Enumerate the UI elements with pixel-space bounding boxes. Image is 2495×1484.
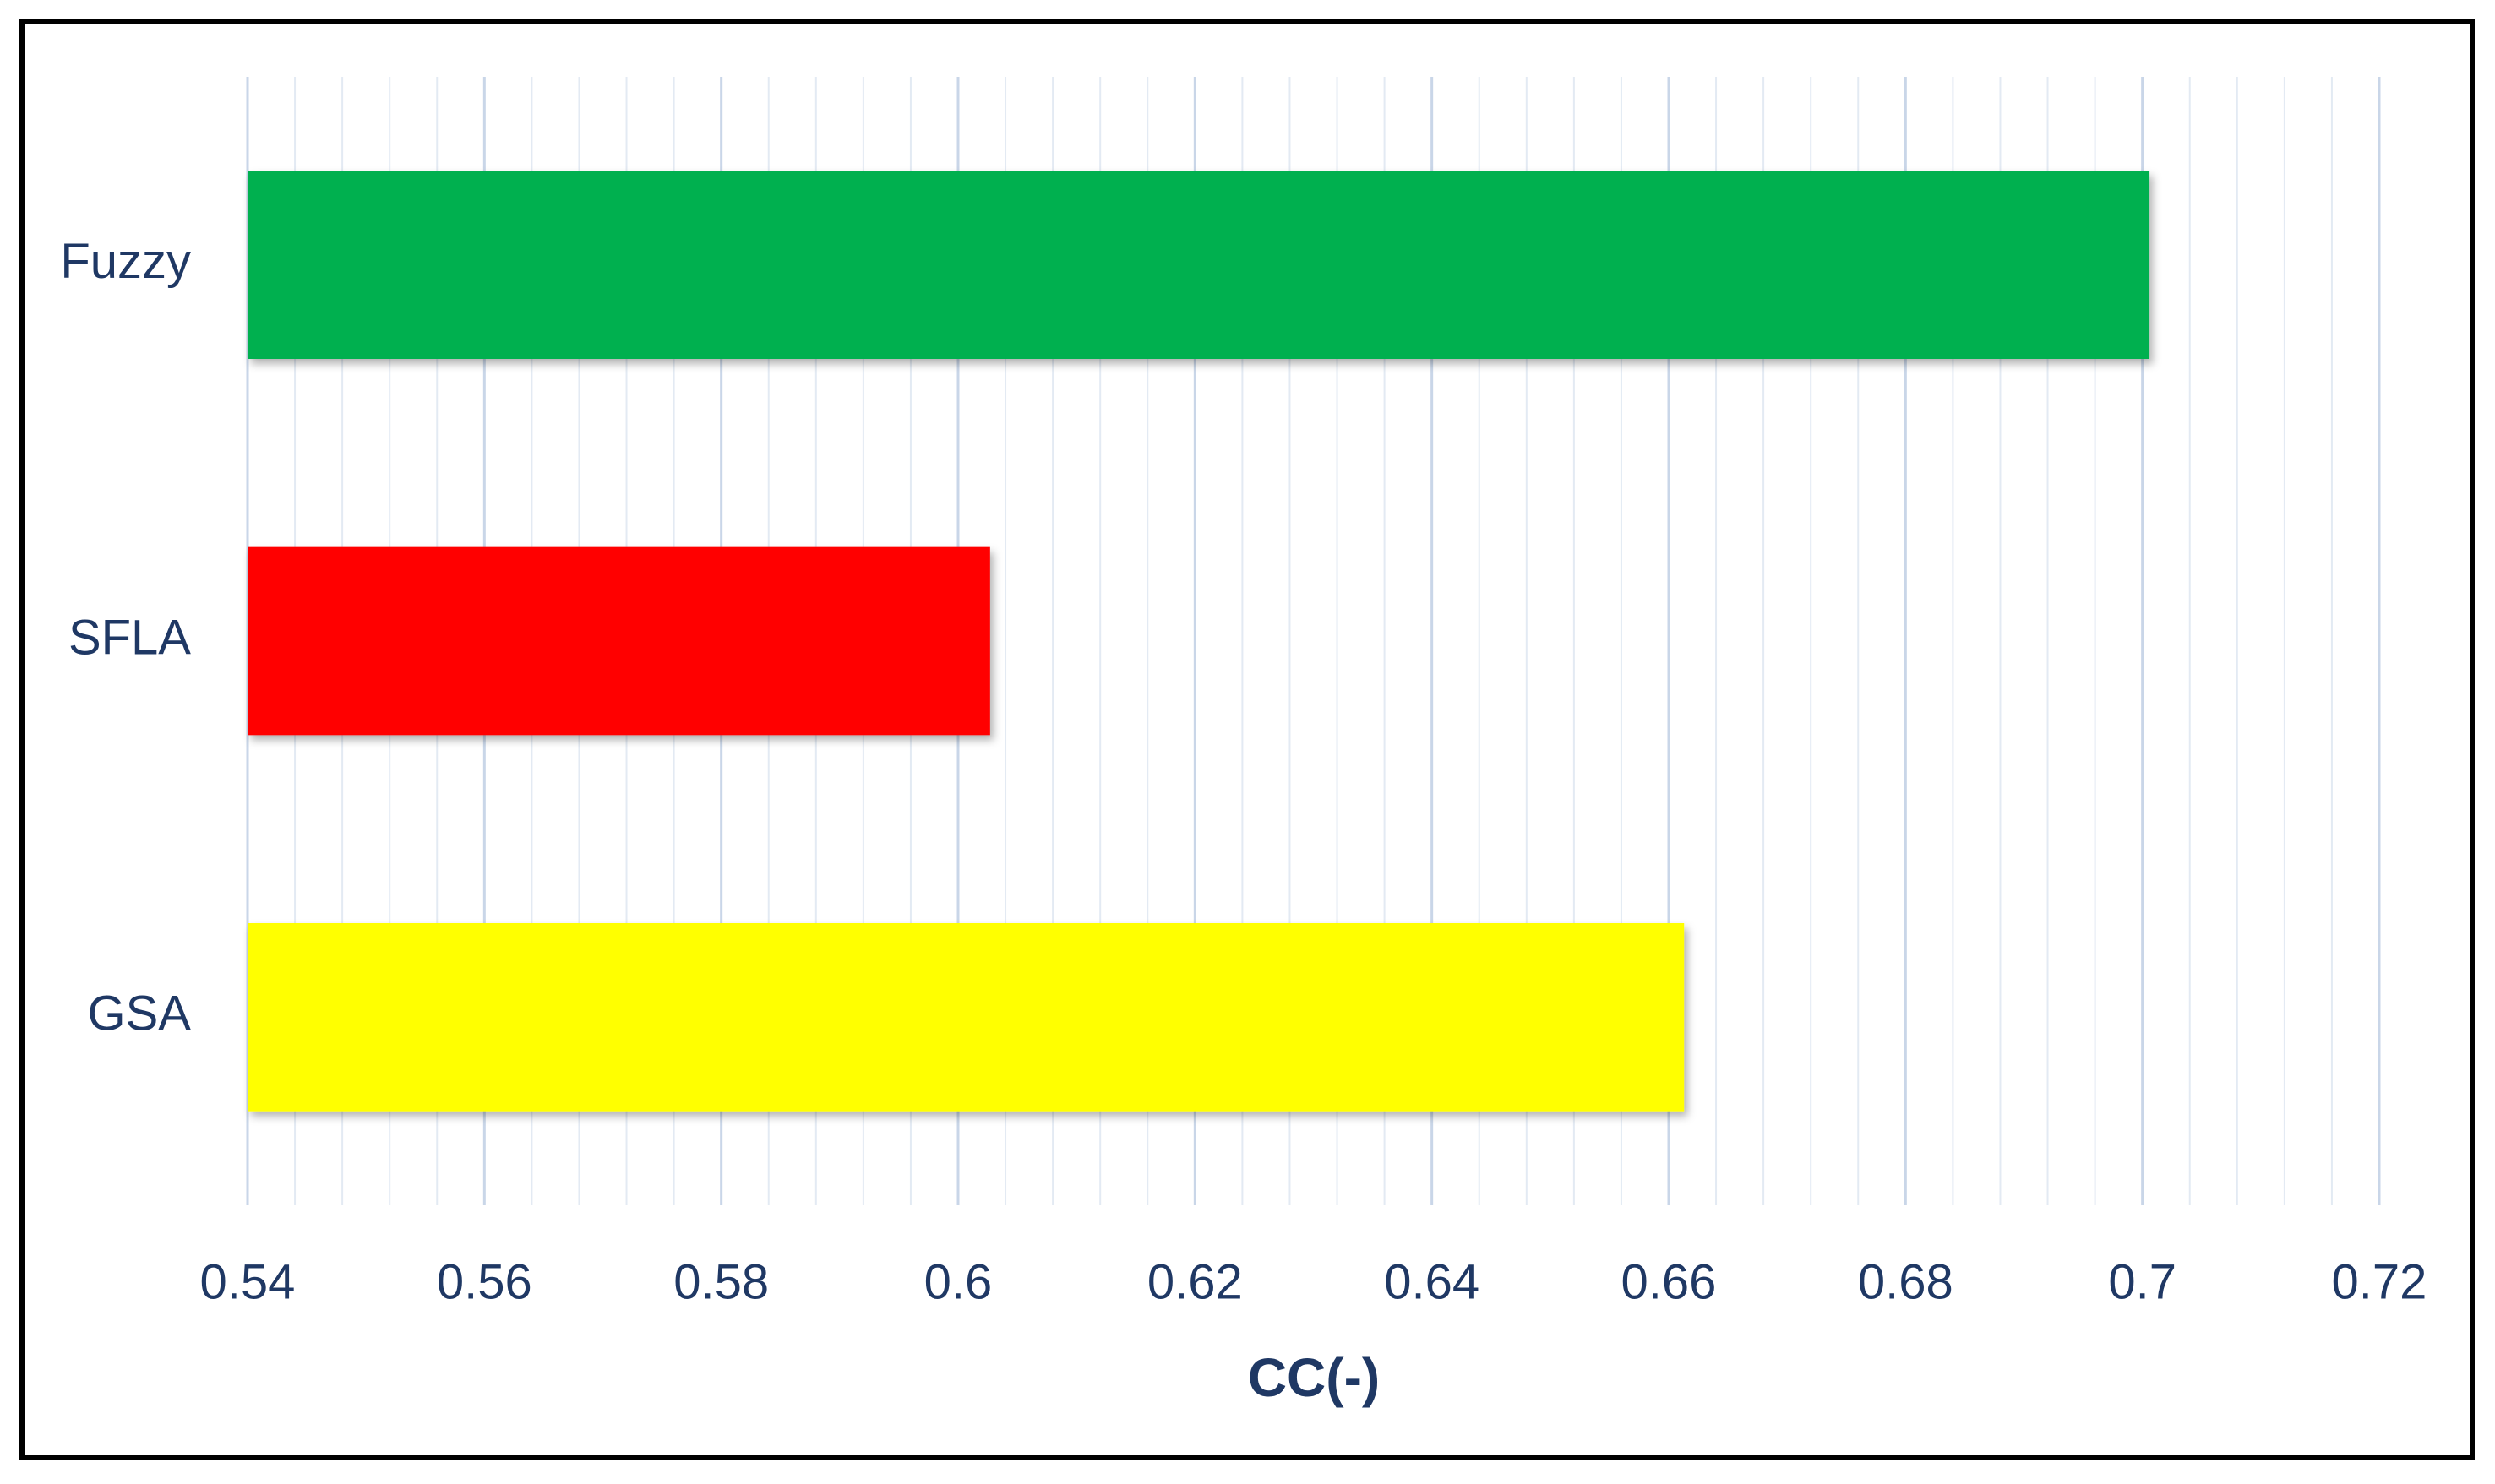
bar [248, 171, 2150, 359]
y-tick-label: GSA [88, 987, 192, 1041]
x-tick-label: 0.72 [2332, 1254, 2427, 1309]
x-tick-label: 0.58 [673, 1254, 769, 1309]
x-axis-title: CC(-) [1248, 1347, 1380, 1408]
bar [248, 546, 990, 736]
x-tick-label: 0.62 [1147, 1254, 1243, 1309]
x-tick-label: 0.64 [1384, 1254, 1479, 1309]
x-tick-label: 0.66 [1621, 1254, 1717, 1309]
x-tick-label: 0.56 [437, 1254, 532, 1309]
bar [248, 923, 1685, 1112]
x-tick-label: 0.68 [1858, 1254, 1953, 1309]
y-tick-label: SFLA [68, 610, 191, 665]
x-tick-label: 0.54 [200, 1254, 296, 1309]
x-tick-label: 0.6 [924, 1254, 993, 1309]
y-tick-label: Fuzzy [60, 234, 191, 289]
x-tick-label: 0.7 [2108, 1254, 2176, 1309]
